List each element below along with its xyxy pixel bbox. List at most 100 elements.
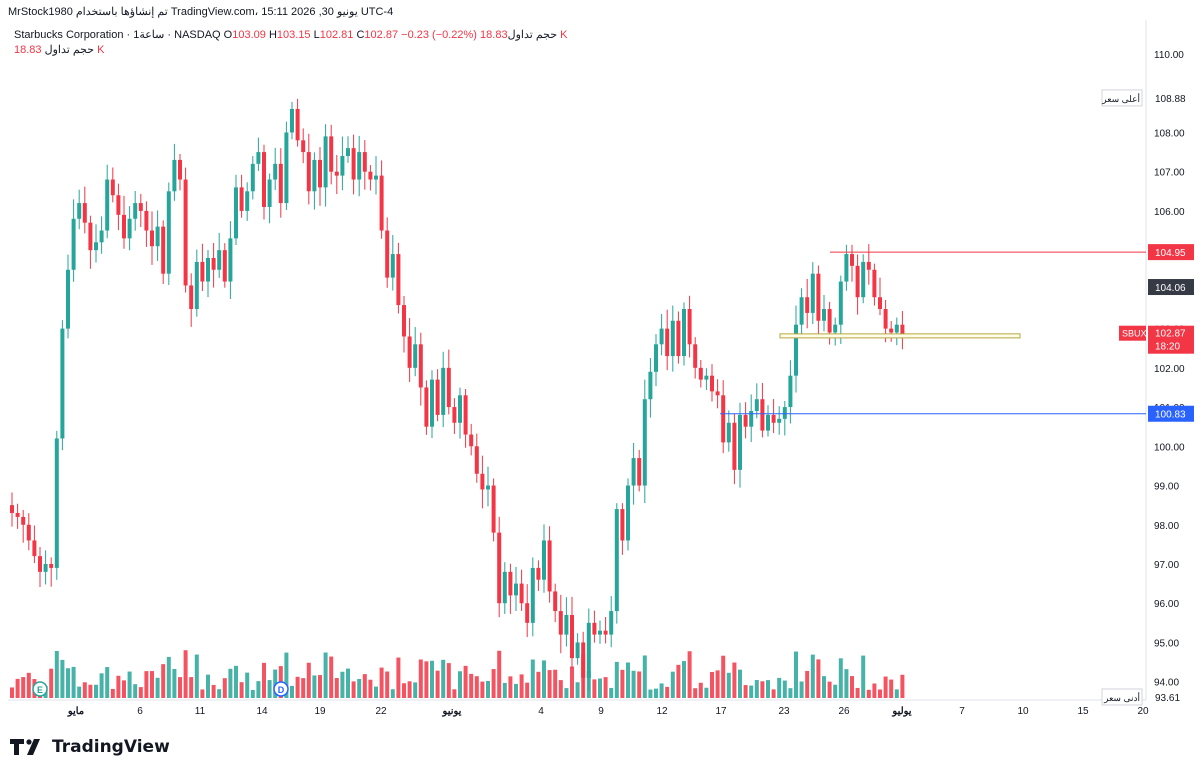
candle [60,328,65,439]
x-tick-label: 9 [598,706,604,717]
x-tick-label: 6 [137,706,143,717]
volume-bar [603,677,608,698]
candle [99,230,104,243]
candle [581,642,586,678]
candle [827,308,832,333]
candle [547,540,552,592]
volume-bar [222,678,227,698]
symbol-tag-label: SBUX [1122,329,1147,339]
volume-bar [357,678,362,698]
symbol-title[interactable]: Starbucks Corporation · 1ساعة · NASDAQ [14,29,221,41]
candle [239,187,244,211]
candle [127,218,132,239]
candle [805,297,810,313]
volume-bar [418,659,423,698]
volume-bar [155,677,160,698]
volume-bar [855,687,860,698]
volume-bar [379,667,384,698]
price-label-bg [1148,688,1194,705]
volume-bar [217,689,222,698]
volume-bar [200,689,205,698]
candle [301,140,306,153]
volume-bar [766,680,770,698]
candle [334,171,339,176]
volume-bar [889,679,894,698]
volume-bar [514,683,518,698]
earnings-marker [32,681,48,697]
dividend-marker-circle [273,681,289,697]
y-tick-label: 99.00 [1154,482,1179,493]
volume-bar [26,672,31,698]
volume-bar [49,668,54,698]
candle [766,414,770,431]
candle [514,583,518,596]
x-tick-label: 4 [538,706,544,717]
volume-value: 18.83 K [480,29,568,41]
volume-bar [312,675,317,698]
volume-bar [334,678,339,698]
price-label-bg [1148,89,1194,106]
volume-bar [346,668,350,698]
volume-bar [374,686,378,698]
candle [676,320,681,357]
candle [777,418,782,423]
candle [155,226,160,247]
candle [323,136,328,188]
high-label: H [268,29,277,41]
volume-bar [368,679,373,698]
candle [626,485,630,541]
volume-bar [620,669,625,698]
candle [872,269,877,298]
open-label: O [223,29,233,41]
last-price-box [1148,325,1194,354]
volume-bar [687,651,692,698]
y-tick-label: 95.00 [1154,638,1179,649]
y-tick-label: 97.00 [1154,560,1179,571]
candle [194,261,199,309]
volume-bar [206,674,210,698]
candle [396,254,401,306]
volume-bar [127,671,132,698]
candle [290,108,294,133]
candle [424,387,429,427]
last-price-text: 102.87 [1155,329,1186,340]
volume-bar [407,681,412,698]
earnings-marker-letter: E [37,685,43,695]
volume-bar [211,684,216,698]
volume-bar [15,678,20,698]
price-tag-label: أعلى سعر [1101,92,1140,105]
y-tick-label: 100.00 [1154,442,1185,453]
candle [889,328,894,333]
open-value: 103.09 [232,29,266,41]
volume-bar [508,676,513,698]
tradingview-logo[interactable]: TradingView [10,737,170,757]
volume-bar [351,681,356,698]
candle [726,422,731,443]
volume-bar [21,677,26,698]
volume-bar [435,670,440,698]
volume-bar [676,664,681,698]
volume-bar [592,679,597,698]
volume-bar [105,667,110,698]
volume-bar [385,671,390,698]
candle [525,603,530,623]
volume-bar [900,674,905,698]
volume-bar [441,659,446,698]
candle [306,152,311,192]
volume-bar [390,689,395,698]
candle [144,210,149,231]
candle [21,516,26,525]
volume-bar [525,682,530,698]
candle [245,191,250,211]
volume-bar [295,676,300,698]
x-tick-label: يونيو [442,706,462,717]
volume-bar [150,671,154,698]
candle [150,230,154,247]
candle [704,375,709,380]
x-tick-label: 11 [195,706,206,717]
volume-bar [463,665,468,698]
volume-bar [614,661,619,698]
volume-bar [452,689,457,698]
volume-bar [446,663,451,698]
